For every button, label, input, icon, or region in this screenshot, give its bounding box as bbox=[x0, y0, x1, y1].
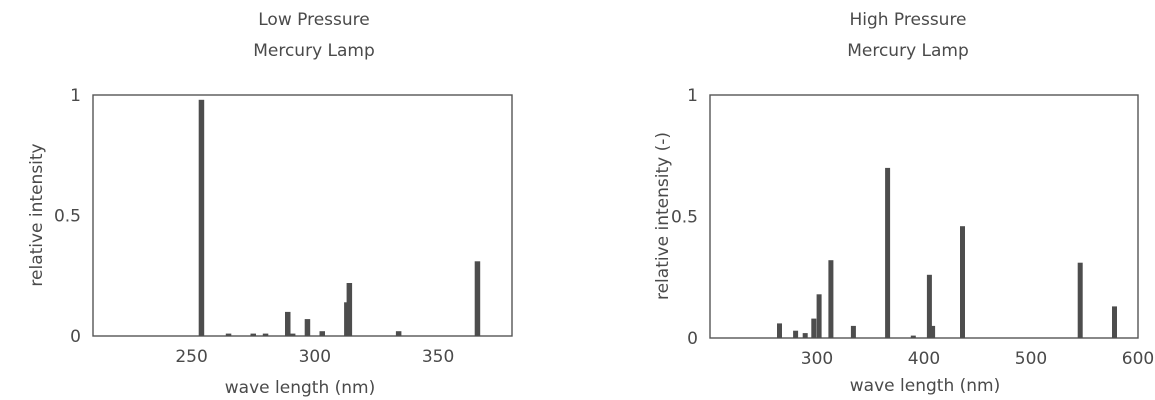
y-tick-label: 0 bbox=[687, 329, 698, 349]
plot-frame bbox=[92, 94, 513, 337]
bar bbox=[1112, 306, 1117, 338]
chart-title-line-2: Mercury Lamp bbox=[253, 41, 375, 61]
y-tick-labels: 00.51 bbox=[54, 86, 81, 347]
y-tick-label: 1 bbox=[687, 86, 698, 106]
chart-high-pressure: High Pressure Mercury Lamp 300 400 500 600 … bbox=[653, 10, 1154, 396]
bar bbox=[926, 274, 932, 338]
bar bbox=[930, 325, 936, 338]
bar bbox=[777, 323, 782, 338]
bar bbox=[910, 335, 916, 338]
bar bbox=[319, 331, 325, 336]
bar bbox=[198, 99, 205, 336]
chart-title-line-1: Low Pressure bbox=[258, 10, 369, 30]
plot-frame bbox=[709, 94, 1139, 339]
x-tick-labels: 300 400 500 600 bbox=[801, 349, 1154, 369]
bar bbox=[250, 333, 256, 336]
x-axis-label: wave length (nm) bbox=[850, 376, 1000, 396]
bar bbox=[816, 294, 822, 338]
y-tick-label: 1 bbox=[70, 86, 81, 106]
bar bbox=[225, 333, 232, 336]
y-tick-label: 0.5 bbox=[671, 208, 698, 228]
x-tick-labels: 250 300 350 bbox=[175, 347, 454, 367]
bar-group bbox=[777, 167, 1117, 338]
bar bbox=[811, 318, 817, 338]
bar bbox=[346, 283, 353, 336]
bar bbox=[304, 319, 311, 336]
bar bbox=[1077, 262, 1083, 338]
x-tick-label: 400 bbox=[908, 349, 940, 369]
x-axis-label: wave length (nm) bbox=[225, 378, 375, 398]
y-axis-label: relative intensity (-) bbox=[653, 132, 673, 300]
bar bbox=[960, 226, 965, 338]
x-tick-label: 300 bbox=[299, 347, 331, 367]
chart-low-pressure: Low Pressure Mercury Lamp 250 300 350 00.5… bbox=[27, 10, 513, 398]
x-tick-label: 300 bbox=[801, 349, 833, 369]
bar bbox=[289, 333, 296, 336]
bar bbox=[474, 261, 481, 336]
bar bbox=[802, 333, 808, 338]
bar bbox=[828, 260, 834, 338]
y-tick-label: 0 bbox=[70, 327, 81, 347]
y-tick-labels: 00.51 bbox=[671, 86, 698, 349]
chart-title-line-2: Mercury Lamp bbox=[847, 41, 969, 61]
bar bbox=[850, 325, 856, 338]
x-tick-label: 350 bbox=[422, 347, 454, 367]
chart-title-line-1: High Pressure bbox=[849, 10, 966, 30]
bar bbox=[395, 331, 402, 336]
bar bbox=[262, 333, 269, 336]
x-tick-label: 500 bbox=[1015, 349, 1047, 369]
x-tick-label: 250 bbox=[175, 347, 207, 367]
bar bbox=[885, 167, 891, 338]
x-tick-label: 600 bbox=[1122, 349, 1154, 369]
bar-group bbox=[198, 99, 481, 336]
y-axis-label: relative intensity bbox=[27, 143, 47, 286]
bar bbox=[285, 311, 291, 336]
y-tick-label: 0.5 bbox=[54, 207, 81, 227]
bar bbox=[793, 330, 799, 338]
